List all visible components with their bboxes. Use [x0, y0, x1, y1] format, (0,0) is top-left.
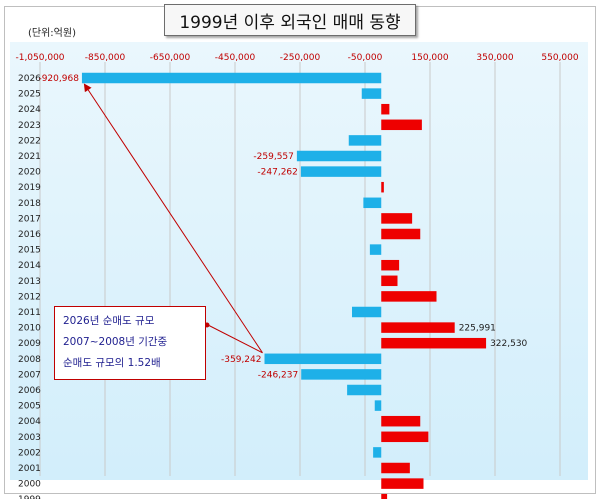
- x-tick-label: -850,000: [85, 53, 126, 63]
- bar-positive: [381, 228, 421, 240]
- x-tick-label: -1,050,000: [15, 53, 64, 63]
- y-tick-label: 1999: [18, 495, 41, 499]
- chart-title-box: 1999년 이후 외국인 매매 동향: [164, 4, 416, 36]
- x-axis-ticks: -1,050,000 -850,000 -650,000 -450,000 -250,0…: [15, 53, 578, 63]
- y-tick-label: 2018: [18, 199, 41, 209]
- bars: [81, 72, 487, 499]
- bar-positive: [381, 119, 422, 131]
- bar-positive: [381, 415, 421, 427]
- y-tick-label: 2007: [18, 370, 41, 380]
- data-label: -247,262: [257, 168, 297, 178]
- y-tick-label: 2025: [18, 90, 41, 100]
- y-tick-label: 2010: [18, 324, 41, 334]
- data-label: -359,242: [221, 355, 261, 365]
- y-axis-ticks: 2026 2025 2024 2023 2022 2021 2020 2019 2018 2017…: [18, 74, 41, 499]
- bar-positive: [381, 431, 429, 443]
- bar-positive: [381, 493, 388, 499]
- bar-negative: [347, 384, 382, 396]
- bar-negative: [300, 166, 382, 177]
- x-tick-label: -250,000: [280, 53, 321, 63]
- bar-positive: [381, 478, 424, 489]
- x-tick-label: 350,000: [476, 53, 513, 63]
- annotation-line: 2026년 순매도 규모: [63, 315, 155, 327]
- bar-positive: [381, 322, 455, 333]
- y-tick-label: 2023: [18, 121, 41, 131]
- data-label: -920,968: [38, 74, 79, 84]
- bar-positive: [381, 275, 398, 287]
- x-tick-label: -650,000: [150, 53, 191, 63]
- chart-title: 1999년 이후 외국인 매매 동향: [179, 12, 401, 33]
- bar-negative: [301, 369, 382, 380]
- x-tick-label: -450,000: [215, 53, 256, 63]
- y-tick-label: 2002: [18, 448, 41, 458]
- bar-negative: [363, 197, 382, 209]
- bar-negative: [361, 88, 382, 99]
- bar-positive: [381, 213, 413, 224]
- bar-positive: [381, 103, 390, 115]
- annotation-line: 순매도 규모의 1.52배: [63, 357, 161, 369]
- callout-connector: [207, 324, 263, 354]
- data-label: 225,991: [459, 324, 496, 334]
- data-label: -259,557: [253, 152, 293, 162]
- bar-positive: [381, 291, 437, 302]
- y-tick-label: 2021: [18, 152, 41, 162]
- bar-positive: [381, 337, 487, 349]
- bar-positive: [381, 259, 400, 271]
- y-tick-label: 2005: [18, 402, 41, 412]
- y-tick-label: 2022: [18, 136, 41, 146]
- y-tick-label: 2020: [18, 168, 41, 178]
- bar-negative: [348, 135, 382, 146]
- y-tick-label: 2009: [18, 339, 41, 349]
- gridlines: [39, 62, 561, 476]
- data-label: -246,237: [258, 370, 298, 380]
- bar-negative: [369, 244, 382, 255]
- y-tick-label: 2026: [18, 74, 41, 84]
- plot-area: [10, 42, 588, 480]
- bar-positive: [381, 181, 384, 193]
- bar-negative: [373, 447, 382, 458]
- data-labels: -920,968 -259,557 -247,262 225,991 322,530 -3…: [38, 74, 527, 380]
- y-tick-label: 2004: [18, 417, 41, 427]
- y-tick-label: 2016: [18, 230, 41, 240]
- bar-negative: [264, 353, 382, 365]
- bar-negative: [296, 150, 382, 162]
- bar-negative: [352, 306, 382, 318]
- y-tick-label: 2013: [18, 277, 41, 287]
- y-tick-label: 2017: [18, 214, 41, 224]
- annotation-line: 2007~2008년 기간중: [63, 336, 168, 348]
- data-label: 322,530: [490, 339, 527, 349]
- bar-negative: [374, 400, 382, 411]
- y-tick-label: 2015: [18, 246, 41, 256]
- y-tick-label: 2003: [18, 433, 41, 443]
- x-tick-label: 150,000: [411, 53, 448, 63]
- y-tick-label: 2008: [18, 355, 41, 365]
- x-tick-label: 550,000: [541, 53, 578, 63]
- y-tick-label: 2024: [18, 105, 41, 115]
- y-tick-label: 2011: [18, 308, 41, 318]
- y-tick-label: 2000: [18, 480, 41, 490]
- unit-label: (단위:억원): [28, 28, 76, 39]
- y-tick-label: 2001: [18, 464, 41, 474]
- bar-positive: [381, 462, 410, 474]
- y-tick-label: 2019: [18, 183, 41, 193]
- bar-negative: [81, 72, 382, 84]
- x-tick-label: -50,000: [348, 53, 383, 63]
- callout-arrow: [83, 83, 263, 354]
- y-tick-label: 2014: [18, 261, 41, 271]
- y-tick-label: 2006: [18, 386, 41, 396]
- y-tick-label: 2012: [18, 292, 41, 302]
- annotation-box: 2026년 순매도 규모 2007~2008년 기간중 순매도 규모의 1.52…: [54, 306, 206, 380]
